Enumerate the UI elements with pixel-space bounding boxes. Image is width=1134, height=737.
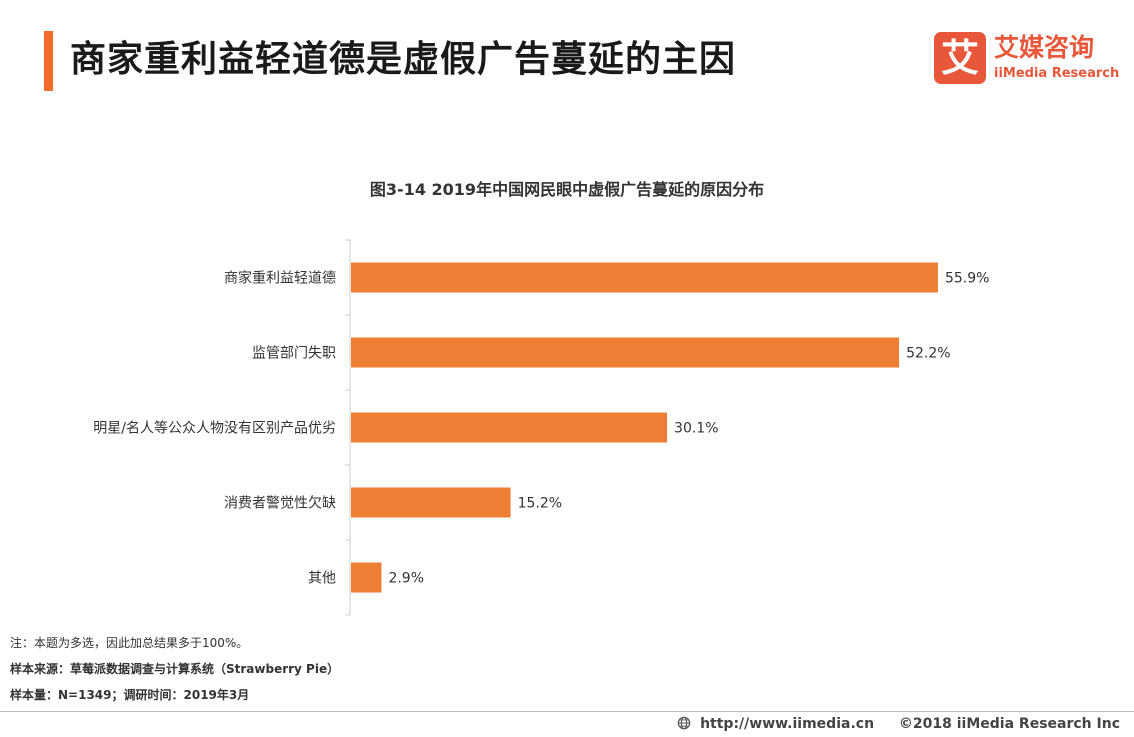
value-label: 30.1%	[674, 421, 718, 437]
chart-title: 图3-14 2019年中国网民眼中虚假广告蔓延的原因分布	[369, 180, 765, 199]
footer-divider	[0, 711, 1134, 712]
category-label: 消费者警觉性欠缺	[224, 496, 336, 512]
footer-copyright: ©2018 iiMedia Research Inc	[898, 716, 1120, 732]
bar	[351, 562, 382, 593]
title-accent-bar	[44, 31, 53, 91]
note-text: 注：本题为多选，因此加总结果多于100%。	[10, 636, 249, 650]
bar	[351, 412, 668, 443]
category-label: 明星/名人等公众人物没有区别产品优劣	[93, 420, 336, 437]
value-label: 52.2%	[906, 346, 950, 362]
value-label: 55.9%	[945, 271, 989, 287]
globe-icon	[677, 716, 691, 730]
bar	[351, 487, 511, 518]
bar	[351, 262, 938, 293]
category-label: 其他	[308, 571, 336, 587]
bar	[351, 337, 900, 368]
category-label: 监管部门失职	[252, 346, 336, 362]
sample-source: 样本来源：草莓派数据调查与计算系统（Strawberry Pie）	[10, 662, 340, 676]
page-title: 商家重利益轻道德是虚假广告蔓延的主因	[70, 39, 737, 80]
value-label: 15.2%	[518, 496, 562, 512]
notes: 注：本题为多选，因此加总结果多于100%。 样本来源：草莓派数据调查与计算系统（…	[10, 630, 339, 708]
brand-name-en: iiMedia Research	[994, 66, 1120, 81]
sample-size: 样本量：N=1349；调研时间：2019年3月	[10, 688, 250, 702]
value-label: 2.9%	[388, 571, 424, 587]
brand-logo: 艾 艾媒咨询 iiMedia Research	[934, 32, 1119, 88]
bar-chart: 商家重利益轻道德 55.9% 监管部门失职 52.2% 明星/名人等公众人物没有区别产品…	[93, 239, 989, 616]
brand-mark-icon: 艾	[934, 32, 986, 84]
brand-name-cn: 艾媒咨询	[994, 33, 1095, 62]
footer-url[interactable]: http://www.iimedia.cn	[700, 716, 875, 732]
footer: http://www.iimedia.cn ©2018 iiMedia Rese…	[677, 713, 1120, 735]
category-label: 商家重利益轻道德	[224, 270, 336, 287]
